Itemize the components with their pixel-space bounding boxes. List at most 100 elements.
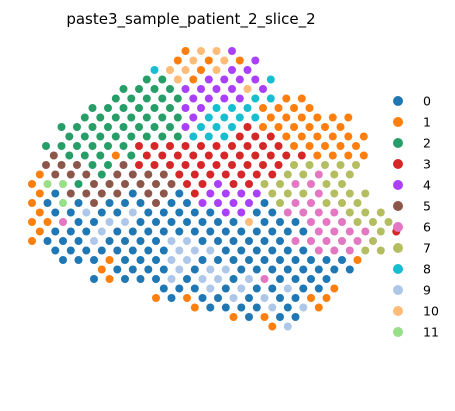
scatter-point-cluster-2 — [173, 94, 182, 103]
scatter-point-cluster-3 — [251, 151, 260, 160]
scatter-point-cluster-5 — [152, 199, 160, 207]
scatter-point-cluster-0 — [276, 237, 284, 245]
scatter-point-cluster-3 — [220, 151, 229, 160]
scatter-point-cluster-0 — [90, 218, 98, 226]
scatter-point-cluster-0 — [276, 294, 284, 302]
scatter-point-cluster-8 — [266, 94, 275, 103]
scatter-point-cluster-3 — [229, 180, 238, 188]
scatter-point-cluster-0 — [144, 208, 153, 217]
scatter-point-cluster-2 — [104, 142, 112, 150]
scatter-point-cluster-1 — [297, 113, 306, 122]
scatter-point-cluster-0 — [82, 246, 91, 255]
scatter-point-cluster-3 — [181, 161, 190, 169]
scatter-point-cluster-2 — [88, 142, 97, 150]
scatter-point-cluster-1 — [359, 151, 368, 160]
scatter-point-cluster-6 — [314, 246, 323, 255]
scatter-point-cluster-3 — [173, 151, 182, 160]
scatter-point-cluster-0 — [144, 227, 153, 236]
scatter-point-cluster-7 — [361, 189, 370, 198]
scatter-point-cluster-2 — [166, 85, 174, 93]
scatter-point-cluster-0 — [74, 199, 83, 207]
scatter-point-cluster-1 — [35, 170, 44, 179]
scatter-point-cluster-9 — [237, 284, 246, 293]
legend-marker-11 — [393, 327, 403, 337]
scatter-point-cluster-4 — [189, 113, 198, 122]
scatter-point-cluster-0 — [245, 256, 253, 264]
scatter-point-cluster-2 — [127, 94, 136, 103]
scatter-point-cluster-2 — [88, 123, 97, 131]
scatter-point-cluster-0 — [252, 303, 261, 312]
scatter-point-cluster-3 — [158, 151, 167, 160]
scatter-point-cluster-0 — [152, 275, 160, 283]
scatter-point-cluster-4 — [204, 75, 213, 84]
scatter-point-cluster-1 — [43, 218, 52, 226]
scatter-point-cluster-5 — [144, 189, 153, 198]
scatter-point-cluster-2 — [119, 104, 128, 112]
scatter-point-cluster-6 — [345, 227, 354, 236]
scatter-point-cluster-5 — [159, 189, 168, 198]
scatter-point-cluster-8 — [197, 123, 205, 131]
scatter-point-cluster-0 — [252, 265, 261, 274]
scatter-point-cluster-3 — [228, 161, 236, 169]
scatter-point-cluster-10 — [243, 85, 252, 93]
scatter-point-cluster-1 — [274, 123, 283, 131]
scatter-point-cluster-0 — [113, 227, 122, 236]
scatter-point-cluster-8 — [266, 75, 275, 84]
scatter-point-cluster-6 — [338, 237, 346, 245]
scatter-point-cluster-0 — [229, 237, 238, 245]
scatter-point-cluster-0 — [159, 227, 168, 236]
scatter-point-cluster-0 — [299, 265, 308, 274]
scatter-point-cluster-7 — [376, 208, 385, 217]
scatter-point-cluster-0 — [245, 313, 253, 321]
scatter-point-cluster-0 — [113, 208, 122, 217]
scatter-point-cluster-0 — [59, 256, 67, 264]
scatter-point-cluster-6 — [314, 170, 323, 179]
scatter-point-cluster-2 — [80, 132, 89, 141]
scatter-point-cluster-0 — [152, 218, 160, 226]
scatter-point-cluster-7 — [268, 189, 277, 198]
scatter-point-cluster-0 — [283, 303, 292, 312]
scatter-point-cluster-0 — [136, 256, 145, 264]
legend-label-2: 2 — [423, 136, 431, 151]
scatter-point-cluster-8 — [204, 113, 213, 122]
scatter-point-cluster-7 — [353, 199, 362, 207]
scatter-point-cluster-1 — [328, 151, 337, 160]
scatter-point-cluster-0 — [183, 199, 191, 207]
scatter-point-cluster-9 — [260, 294, 269, 302]
scatter-point-cluster-6 — [314, 208, 323, 217]
legend-label-9: 9 — [423, 283, 431, 298]
legend-label-11: 11 — [423, 325, 439, 340]
scatter-point-cluster-0 — [291, 313, 300, 321]
scatter-point-cluster-2 — [97, 170, 106, 179]
scatter-point-cluster-2 — [104, 123, 112, 131]
scatter-point-cluster-7 — [283, 170, 292, 179]
scatter-point-cluster-2 — [57, 142, 66, 150]
scatter-point-cluster-7 — [290, 161, 298, 169]
scatter-point-cluster-6 — [345, 246, 354, 255]
scatter-point-cluster-0 — [268, 265, 277, 274]
scatter-point-cluster-0 — [260, 256, 269, 264]
scatter-point-cluster-4 — [259, 85, 267, 93]
scatter-point-cluster-2 — [111, 132, 120, 141]
scatter-point-cluster-1 — [173, 56, 182, 65]
scatter-point-cluster-3 — [190, 170, 199, 179]
scatter-point-cluster-4 — [189, 94, 198, 103]
legend-marker-3 — [393, 159, 403, 169]
scatter-point-cluster-5 — [66, 189, 75, 198]
scatter-point-cluster-8 — [220, 132, 229, 141]
scatter-point-cluster-1 — [97, 265, 106, 274]
scatter-point-cluster-9 — [183, 256, 191, 264]
scatter-point-cluster-11 — [59, 180, 67, 188]
scatter-point-cluster-7 — [299, 170, 308, 179]
scatter-point-cluster-0 — [144, 246, 153, 255]
scatter-point-cluster-3 — [235, 151, 244, 160]
scatter-point-cluster-5 — [121, 180, 129, 188]
scatter-point-cluster-9 — [206, 246, 215, 255]
chart-title: paste3_sample_patient_2_slice_2 — [66, 10, 315, 29]
scatter-point-cluster-2 — [142, 94, 151, 103]
scatter-point-cluster-0 — [330, 265, 339, 274]
legend: 0 1 2 3 4 5 6 7 8 9 10 11 — [393, 94, 439, 340]
scatter-point-cluster-1 — [322, 294, 331, 302]
legend-label-5: 5 — [423, 199, 431, 214]
scatter-point-cluster-0 — [121, 275, 129, 283]
